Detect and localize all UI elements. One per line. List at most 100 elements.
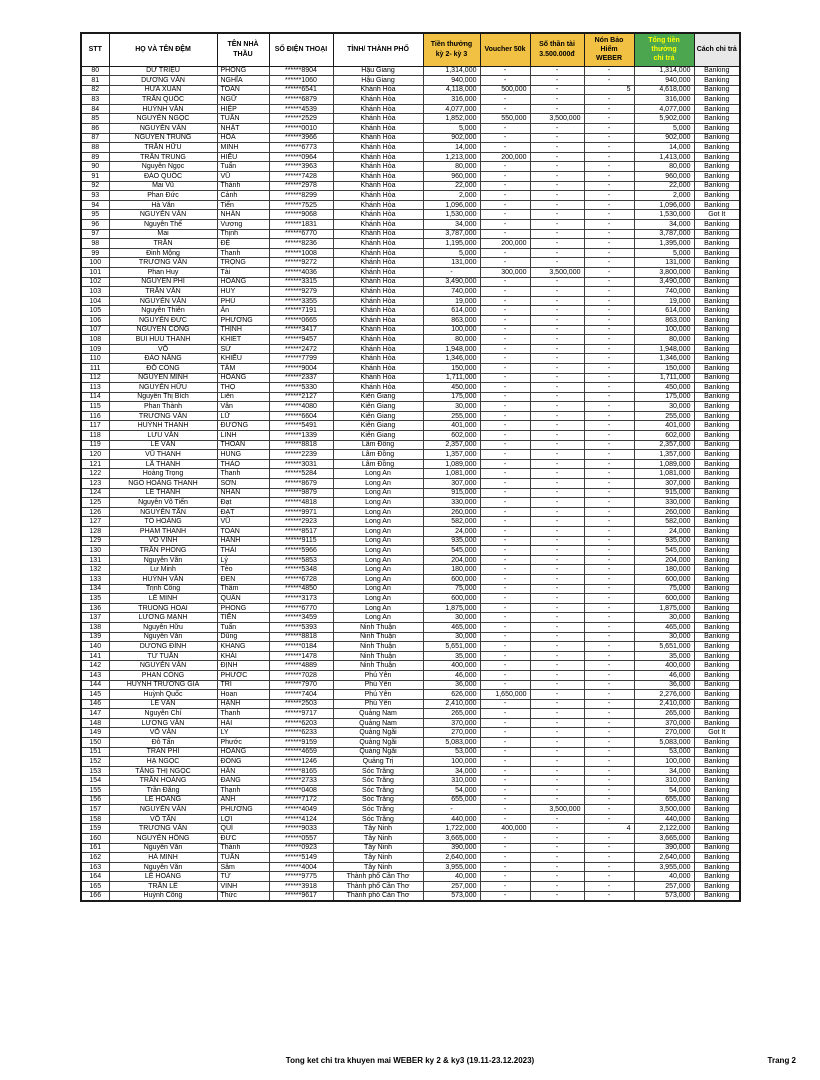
- cell-stt: 141: [80, 650, 110, 662]
- cell-tong-tien-thuong-chi-tra: 5,000: [633, 247, 695, 259]
- cell-tong-tien-thuong-chi-tra: 1,357,000: [633, 449, 695, 460]
- cell-tong-tien-thuong-chi-tra: 150,000: [633, 362, 695, 374]
- cell-ho-va-ten-dem: NGUYỄN HỮU: [108, 382, 218, 393]
- cell-so-than-tai: -: [529, 852, 585, 863]
- table-row: 135 LÊ MINH QUÂN ******3173 Long An 600,000- -…: [80, 593, 741, 604]
- cell-voucher-50k: -: [479, 583, 531, 595]
- table-row: 83 TRẦN QUỐC NGỮ ******6879 Khánh Hòa 316,000…: [80, 94, 741, 105]
- cell-cach-chi-tra: Banking: [693, 295, 741, 307]
- cell-voucher-50k: 200,000: [479, 151, 531, 163]
- cell-stt: 89: [80, 151, 110, 163]
- cell-cach-chi-tra: Banking: [693, 123, 741, 134]
- cell-stt: 99: [80, 247, 110, 259]
- table-row: 154 TRẦN HOÀNG ĐANG ******2733 Sóc Trăng 310,…: [80, 775, 741, 787]
- table-row: 81 DƯƠNG VĂN NGHĨA ******1060 Hậu Giang 940,0…: [80, 75, 741, 86]
- table-row: 162 HÀ MINH TUẤN ******5149 Tây Ninh 2,640,00…: [80, 852, 741, 863]
- cell-voucher-50k: -: [479, 190, 531, 201]
- table-row: 129 VÕ VINH HANH ******9115 Long An 935,000- -…: [80, 535, 741, 547]
- cell-stt: 137: [80, 612, 110, 623]
- table-row: 124 LÊ THANH NHÀN ******9879 Long An 915,000-…: [80, 487, 741, 499]
- cell-so-than-tai: -: [529, 737, 585, 748]
- cell-voucher-50k: -: [479, 765, 531, 777]
- report-sheet: STT HỌ VÀ TÊN ĐỆM TÊN NHÀ THẦU SỐ ĐIỆN THOẠ…: [80, 32, 741, 902]
- table-row: 125 Nguyễn Võ Tiến Đạt ******4818 Long An 330…: [80, 497, 741, 508]
- cell-stt: 136: [80, 602, 110, 614]
- cell-so-than-tai: -: [529, 372, 585, 384]
- cell-cach-chi-tra: Banking: [693, 132, 741, 144]
- cell-ten-nha-thau: SỬ: [216, 343, 270, 355]
- column-header-ten-nha-thau: TÊN NHÀ THẦU: [216, 32, 270, 67]
- cell-cach-chi-tra: Banking: [693, 612, 741, 623]
- cell-non-bao-hiem-weber: -: [583, 650, 635, 662]
- cell-cach-chi-tra: Banking: [693, 94, 741, 105]
- cell-ten-nha-thau: QUÂN: [216, 593, 270, 604]
- cell-ten-nha-thau: NHÂN: [216, 209, 270, 220]
- cell-so-than-tai: -: [529, 717, 585, 729]
- table-row: 101 Phan Huy Tài ******4036 Khánh Hòa -300,00…: [80, 266, 741, 278]
- cell-ho-va-ten-dem: LÊ MINH: [108, 593, 218, 604]
- cell-so-than-tai: -: [529, 650, 585, 662]
- cell-non-bao-hiem-weber: -: [583, 420, 635, 432]
- cell-non-bao-hiem-weber: -: [583, 391, 635, 403]
- cell-tong-tien-thuong-chi-tra: 1,530,000: [633, 209, 695, 220]
- cell-voucher-50k: -: [479, 382, 531, 393]
- cell-stt: 146: [80, 698, 110, 710]
- cell-stt: 153: [80, 765, 110, 777]
- cell-voucher-50k: -: [479, 209, 531, 220]
- cell-non-bao-hiem-weber: -: [583, 698, 635, 710]
- cell-tong-tien-thuong-chi-tra: 260,000: [633, 506, 695, 518]
- cell-so-dien-thoai: ******6770: [268, 228, 334, 240]
- cell-voucher-50k: -: [479, 324, 531, 336]
- cell-ten-nha-thau: TÂM: [216, 362, 270, 374]
- cell-cach-chi-tra: Banking: [693, 660, 741, 671]
- cell-ho-va-ten-dem: Huỳnh Công: [108, 890, 218, 902]
- cell-so-dien-thoai: ******0184: [268, 641, 334, 652]
- cell-tien-thuong-ky2-ky3: 30,000: [422, 401, 481, 412]
- cell-so-dien-thoai: ******9159: [268, 737, 334, 748]
- cell-tinh-thanh-pho: Hậu Giang: [332, 65, 424, 77]
- cell-ho-va-ten-dem: HUỲNH VĂN: [108, 103, 218, 115]
- cell-cach-chi-tra: Banking: [693, 880, 741, 892]
- cell-stt: 140: [80, 641, 110, 652]
- cell-ho-va-ten-dem: HÀ MINH: [108, 852, 218, 863]
- cell-tinh-thanh-pho: Phú Yên: [332, 669, 424, 681]
- cell-so-than-tai: -: [529, 612, 585, 623]
- cell-tinh-thanh-pho: Long An: [332, 468, 424, 480]
- cell-tien-thuong-ky2-ky3: 2,357,000: [422, 439, 481, 451]
- cell-voucher-50k: -: [479, 276, 531, 288]
- cell-so-dien-thoai: ******6728: [268, 573, 334, 585]
- cell-non-bao-hiem-weber: -: [583, 324, 635, 336]
- table-row: 165 TRẦN LÊ VINH ******3918 Thành phố Cần Th…: [80, 880, 741, 892]
- cell-tinh-thanh-pho: Thành phố Cần Thơ: [332, 880, 424, 892]
- cell-non-bao-hiem-weber: -: [583, 545, 635, 556]
- cell-tong-tien-thuong-chi-tra: 3,955,000: [633, 861, 695, 873]
- cell-tinh-thanh-pho: Long An: [332, 478, 424, 489]
- cell-voucher-50k: -: [479, 804, 531, 815]
- cell-so-dien-thoai: ******1339: [268, 430, 334, 441]
- cell-ho-va-ten-dem: Đỗ Tấn: [108, 737, 218, 748]
- cell-cach-chi-tra: Banking: [693, 171, 741, 182]
- table-row: 140 DƯƠNG ĐÌNH KHANG ******0184 Ninh Thuận 5,…: [80, 641, 741, 652]
- cell-tinh-thanh-pho: Khánh Hòa: [332, 84, 424, 96]
- cell-non-bao-hiem-weber: -: [583, 535, 635, 547]
- cell-tien-thuong-ky2-ky3: 54,000: [422, 785, 481, 796]
- cell-voucher-50k: -: [479, 132, 531, 144]
- cell-tien-thuong-ky2-ky3: 4,118,000: [422, 84, 481, 96]
- column-header-tien-thuong-ky2-ky3: Tiền thưởng kỳ 2- kỳ 3: [422, 32, 481, 67]
- table-row: 117 HUỲNH THANH ĐƯỜNG ******5491 Kiên Giang 4…: [80, 420, 741, 432]
- cell-non-bao-hiem-weber: -: [583, 621, 635, 633]
- cell-tien-thuong-ky2-ky3: 600,000: [422, 593, 481, 604]
- cell-tinh-thanh-pho: Ninh Thuận: [332, 631, 424, 643]
- cell-ho-va-ten-dem: NGUYỄN VĂN: [108, 123, 218, 134]
- cell-ten-nha-thau: HANH: [216, 535, 270, 547]
- cell-ten-nha-thau: Sâm: [216, 861, 270, 873]
- cell-ten-nha-thau: Thịnh: [216, 228, 270, 240]
- cell-so-than-tai: -: [529, 238, 585, 249]
- cell-tinh-thanh-pho: Ninh Thuận: [332, 650, 424, 662]
- cell-cach-chi-tra: Banking: [693, 266, 741, 278]
- cell-cach-chi-tra: Banking: [693, 583, 741, 595]
- cell-tong-tien-thuong-chi-tra: 400,000: [633, 660, 695, 671]
- cell-voucher-50k: -: [479, 650, 531, 662]
- cell-non-bao-hiem-weber: -: [583, 353, 635, 364]
- cell-stt: 126: [80, 506, 110, 518]
